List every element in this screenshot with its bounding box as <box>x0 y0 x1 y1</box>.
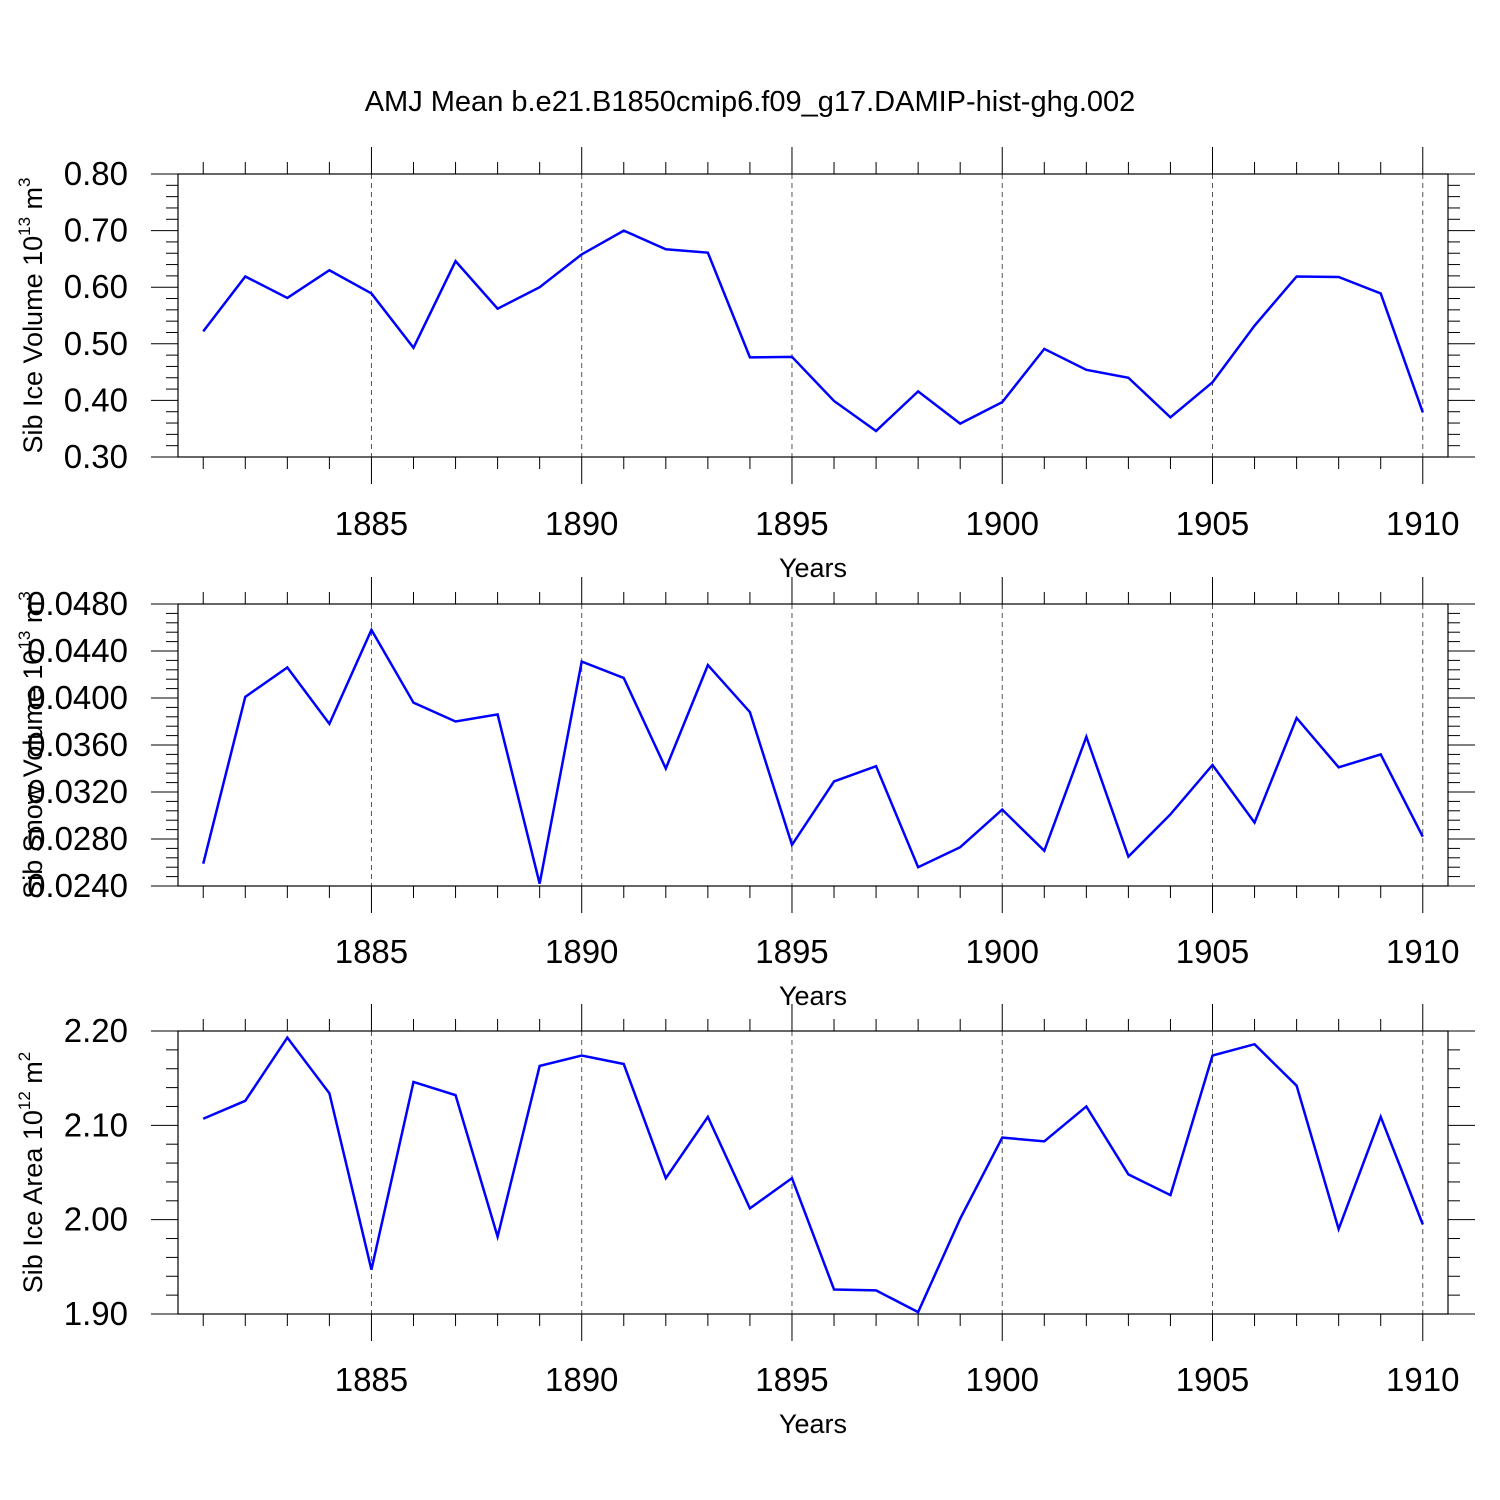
x-tick-label: 1885 <box>335 1361 408 1398</box>
x-tick-label: 1885 <box>335 933 408 970</box>
x-tick-label: 1910 <box>1386 933 1459 970</box>
y-tick-label: 0.0440 <box>27 632 128 669</box>
x-tick-label: 1900 <box>966 505 1039 542</box>
y-tick-label: 2.10 <box>64 1106 128 1143</box>
y-axis-label-exponent: 13 <box>15 217 34 236</box>
y-axis-label-unit-exponent: 2 <box>15 1052 34 1061</box>
y-tick-label: 0.30 <box>64 438 128 475</box>
x-axis-label: Years <box>779 553 847 583</box>
x-tick-label: 1895 <box>755 505 828 542</box>
y-tick-label: 1.90 <box>64 1295 128 1332</box>
x-tick-label: 1895 <box>755 1361 828 1398</box>
panel-1: 1885 1890 1895 1900 1905 1910 0.30 0.40 0.50 0.60… <box>15 147 1475 583</box>
series-line <box>202 229 1424 433</box>
panels-group: 1885 1890 1895 1900 1905 1910 0.30 0.40 0.50 0.60… <box>15 147 1475 1439</box>
x-tick-label: 1890 <box>545 933 618 970</box>
panel-2: 1885 1890 1895 1900 1905 1910 0.0240 0.0280 0.03… <box>15 577 1475 1011</box>
plot-frame <box>177 173 1449 458</box>
x-tick-label: 1885 <box>335 505 408 542</box>
y-axis-label: Sib Ice Area 1012 m2 <box>15 1052 48 1294</box>
y-axis-label-base: Sib Ice Area 10 <box>18 1110 48 1293</box>
y-axis-label-unit-exponent: 3 <box>15 177 34 186</box>
y-axis-label-unit: m <box>18 187 48 217</box>
y-tick-label: 0.70 <box>64 212 128 249</box>
x-tick-label: 1910 <box>1386 1361 1459 1398</box>
y-axis-label: Sib Ice Volume 1013 m3 <box>15 177 48 453</box>
y-axis-label: Sib Snow Volume 1013 m3 <box>15 591 48 899</box>
y-tick-label: 0.0280 <box>27 820 128 857</box>
y-axis-label-exponent: 13 <box>15 631 34 650</box>
x-tick-label: 1905 <box>1176 505 1249 542</box>
x-axis-label: Years <box>779 1409 847 1439</box>
x-tick-label: 1905 <box>1176 1361 1249 1398</box>
series-line <box>202 627 1424 884</box>
x-tick-label: 1900 <box>966 933 1039 970</box>
chart-title: AMJ Mean b.e21.B1850cmip6.f09_g17.DAMIP-… <box>365 86 1136 118</box>
y-axis-label-unit: m <box>18 1061 48 1091</box>
y-axis-label-unit: m <box>18 601 48 631</box>
y-tick-label: 2.20 <box>64 1012 128 1049</box>
y-tick-label: 0.40 <box>64 381 128 418</box>
y-tick-label: 0.0400 <box>27 679 128 716</box>
plot-frame <box>177 1030 1449 1315</box>
x-axis-label: Years <box>779 981 847 1011</box>
panel-3: 1885 1890 1895 1900 1905 1910 1.90 2.00 2.10 2.20… <box>15 1004 1475 1439</box>
y-tick-label: 0.0360 <box>27 726 128 763</box>
y-axis-label-base: Sib Ice Volume 10 <box>18 236 48 454</box>
x-tick-label: 1895 <box>755 933 828 970</box>
y-axis-label-exponent: 12 <box>15 1091 34 1110</box>
plot-frame <box>177 603 1449 887</box>
y-tick-label: 2.00 <box>64 1201 128 1238</box>
y-tick-label: 0.80 <box>64 155 128 192</box>
y-tick-label: 0.0480 <box>27 585 128 622</box>
x-tick-label: 1910 <box>1386 505 1459 542</box>
x-tick-label: 1900 <box>966 1361 1039 1398</box>
y-tick-label: 0.0320 <box>27 773 128 810</box>
y-tick-label: 0.0240 <box>27 867 128 904</box>
x-tick-label: 1890 <box>545 505 618 542</box>
x-tick-label: 1890 <box>545 1361 618 1398</box>
y-axis-label-unit-exponent: 3 <box>15 591 34 600</box>
series-line <box>202 1035 1424 1314</box>
y-tick-label: 0.60 <box>64 268 128 305</box>
x-tick-label: 1905 <box>1176 933 1249 970</box>
y-axis-label-base: Sib Snow Volume 10 <box>18 650 48 899</box>
y-tick-label: 0.50 <box>64 325 128 362</box>
